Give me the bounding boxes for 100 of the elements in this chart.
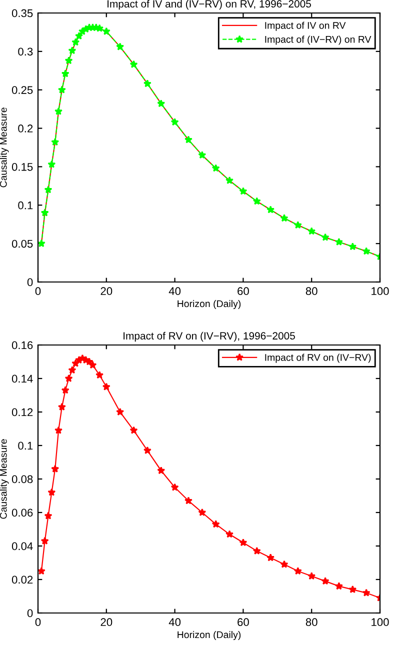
point: [143, 80, 152, 88]
point: [61, 386, 70, 394]
point: [51, 464, 60, 472]
y-axis-title: Causality Measure: [0, 108, 9, 188]
point: [212, 520, 220, 528]
x-tick-label: 100: [372, 618, 389, 626]
point: [96, 370, 104, 379]
point: [58, 86, 66, 94]
point: [334, 238, 343, 246]
x-tick-label: 40: [168, 618, 181, 626]
point: [334, 582, 343, 590]
point: [294, 220, 302, 229]
point: [48, 160, 56, 168]
point: [64, 374, 73, 382]
point: [40, 208, 49, 216]
point: [294, 566, 302, 575]
y-tick-label: 0.1: [18, 201, 33, 210]
point: [130, 60, 138, 68]
x-axis-title: Horizon (Daily): [178, 300, 241, 310]
point: [170, 118, 179, 126]
point: [184, 496, 192, 504]
point: [308, 572, 316, 580]
point: [116, 42, 124, 50]
x-tick-label: 20: [100, 618, 112, 626]
x-tick-label: 40: [168, 287, 181, 296]
point: [130, 426, 138, 434]
point: [348, 242, 357, 250]
point: [48, 488, 56, 496]
y-tick-label: 0.04: [12, 542, 33, 550]
x-tick-label: 80: [306, 618, 318, 626]
y-tick-label: 0.35: [12, 9, 33, 18]
point: [266, 206, 275, 214]
y-tick-label: 0.08: [12, 475, 33, 484]
point: [170, 483, 179, 491]
point: [198, 508, 206, 516]
point: [226, 530, 234, 538]
y-tick-label: 0.02: [12, 576, 33, 584]
point: [38, 566, 46, 575]
point: [44, 512, 52, 520]
point: [68, 366, 76, 374]
x-tick-label: 0: [35, 618, 41, 626]
y-tick-label: 0: [27, 278, 33, 286]
y-tick-label: 0.2: [18, 124, 33, 132]
y-tick-label: 0.16: [12, 341, 33, 350]
point: [72, 38, 80, 46]
point: [239, 187, 248, 195]
point: [54, 426, 63, 434]
x-tick-label: 80: [306, 287, 318, 296]
point: [40, 536, 49, 544]
point: [44, 186, 52, 194]
point: [143, 446, 152, 454]
point: [58, 402, 66, 410]
point: [116, 408, 124, 416]
point: [88, 360, 97, 369]
x-tick-label: 20: [100, 287, 112, 296]
point: [184, 136, 192, 144]
point: [212, 164, 220, 172]
point: [61, 70, 70, 78]
point: [280, 214, 288, 222]
point: [321, 577, 330, 585]
point: [51, 138, 60, 146]
point: [157, 100, 166, 108]
point: [102, 382, 110, 390]
point: [226, 176, 234, 184]
point: [252, 546, 261, 555]
y-axis-title: Causality Measure: [0, 439, 9, 519]
x-tick-label: 0: [35, 287, 41, 296]
x-tick-label: 60: [238, 618, 249, 626]
legend-label: Impact of IV on RV: [265, 22, 346, 31]
y-tick-label: 0.3: [18, 48, 33, 56]
y-tick-label: 0.05: [12, 240, 33, 248]
x-tick-label: 100: [372, 287, 389, 296]
point: [96, 24, 104, 32]
point: [348, 585, 357, 594]
legend-label: Impact of (IV−RV) on RV: [265, 36, 372, 45]
legend-label: Impact of RV on (IV−RV): [265, 354, 371, 363]
y-tick-label: 0.06: [12, 508, 33, 517]
x-axis-title: Horizon (Daily): [178, 630, 241, 640]
y-tick-label: 0.1: [18, 442, 33, 450]
x-tick-label: 60: [238, 287, 249, 296]
point: [38, 239, 46, 248]
point: [54, 107, 63, 115]
point: [68, 46, 76, 54]
point: [362, 588, 370, 596]
point: [239, 538, 248, 546]
chart-title: Impact of IV and (IV−RV) on RV, 1996−2005: [108, 0, 311, 10]
point: [321, 233, 330, 241]
point: [280, 560, 288, 568]
point: [198, 151, 206, 159]
point: [157, 466, 166, 474]
point: [362, 247, 370, 255]
point: [252, 197, 261, 205]
point: [308, 227, 316, 235]
chart-title: Impact of RV on (IV−RV), 1996−2005: [124, 332, 295, 342]
point: [266, 554, 275, 562]
y-tick-label: 0.14: [12, 374, 33, 383]
y-tick-label: 0: [27, 609, 33, 618]
y-tick-label: 0.12: [12, 408, 33, 416]
y-tick-label: 0.25: [12, 86, 33, 94]
point: [64, 56, 73, 64]
